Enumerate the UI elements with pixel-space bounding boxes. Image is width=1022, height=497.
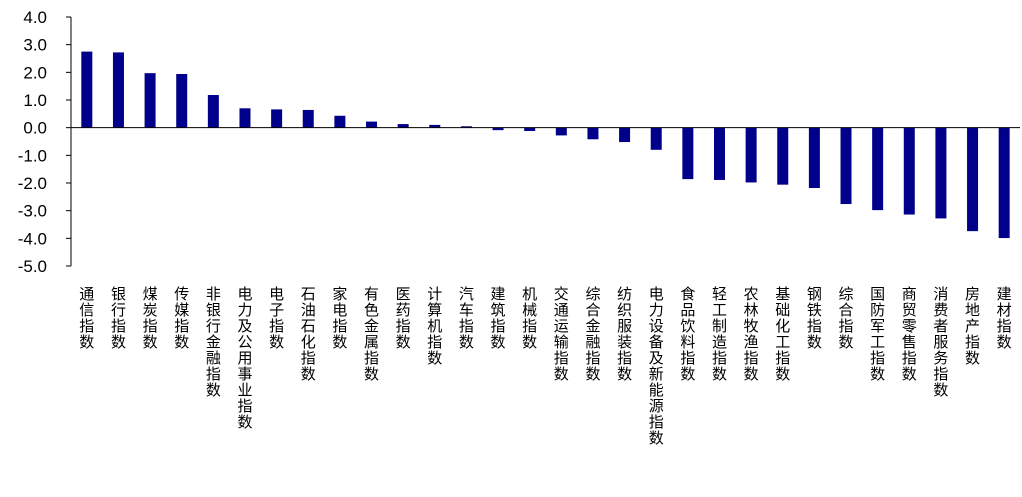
x-category-label: 电力设备及新能源指数 [649,285,664,447]
bar [112,52,124,128]
x-category-label: 家电指数 [332,285,347,351]
x-category-label: 有色金属指数 [364,285,379,383]
x-category-label: 基础化工指数 [775,285,790,383]
bar [935,127,947,219]
y-tick-label: -4.0 [18,229,47,248]
x-category-label: 轻工制造指数 [712,285,727,383]
x-category-label: 煤炭指数 [143,285,158,351]
y-tick-label: -1.0 [18,146,47,165]
x-category-label: 石油石化指数 [301,285,316,383]
x-category-label: 非银行金融指数 [206,285,221,399]
bar [555,127,567,136]
bar [81,51,93,128]
y-tick-label: -3.0 [18,202,47,221]
x-category-label: 通信指数 [79,285,94,351]
y-tick-label: 4.0 [23,8,47,27]
bar [840,127,852,205]
x-category-label: 电子指数 [269,285,284,351]
x-category-label: 医药指数 [396,285,411,351]
bar [524,127,536,131]
x-category-label: 银行指数 [111,285,126,351]
bar [366,121,378,128]
x-category-label: 建材指数 [997,285,1012,351]
bar [745,127,757,183]
y-tick-label: 1.0 [23,91,47,110]
bar [176,73,188,128]
x-axis-category-labels: 通信指数 银行指数 煤炭指数 传媒指数 非银行金融指数 电力及公用事业指数 电子指数 石油石化… [79,285,1011,447]
bar [998,127,1010,239]
x-category-label: 钢铁指数 [807,285,822,351]
bar [903,127,915,215]
bar [334,115,346,128]
bar [808,127,820,188]
bar [872,127,884,211]
x-category-label: 汽车指数 [459,285,474,351]
bar [144,73,156,128]
x-category-label: 建筑指数 [491,285,506,351]
x-category-label: 农林牧渔指数 [744,285,759,383]
x-category-label: 消费者服务指数 [933,285,948,399]
bars-layer [81,51,1010,239]
bar [619,127,631,143]
bar [207,95,219,128]
x-category-label: 传媒指数 [174,285,189,351]
bar [713,127,725,180]
y-axis-ticks: 4.0 3.0 2.0 1.0 0.0 -1.0 -2.0 -3.0 -4.0 -5.0 [18,8,71,276]
bar [492,127,504,131]
x-category-label: 国防军工指数 [870,285,885,383]
bar [587,127,599,140]
bar [302,109,314,128]
y-tick-label: -5.0 [18,257,47,276]
x-category-label: 食品饮料指数 [680,285,695,383]
x-category-label: 交通运输指数 [554,285,569,383]
bar [682,127,694,180]
bar [650,127,662,150]
x-category-label: 机械指数 [522,285,537,351]
x-category-label: 综合金融指数 [585,285,600,383]
x-category-label: 纺织服装指数 [617,285,632,383]
bar [967,127,979,232]
bar [460,126,472,128]
x-category-label: 电力及公用事业指数 [237,285,252,431]
y-tick-label: -2.0 [18,174,47,193]
y-tick-label: 0.0 [23,119,47,138]
bar [429,124,441,128]
x-category-label: 计算机指数 [427,285,442,367]
x-category-label: 综合指数 [839,285,854,351]
x-category-label: 商贸零售指数 [902,285,917,383]
bar [239,108,251,128]
bar [777,127,789,185]
y-tick-label: 3.0 [23,36,47,55]
x-category-label: 房地产指数 [965,285,980,367]
bar [271,109,283,128]
bar [397,124,409,128]
y-tick-label: 2.0 [23,63,47,82]
